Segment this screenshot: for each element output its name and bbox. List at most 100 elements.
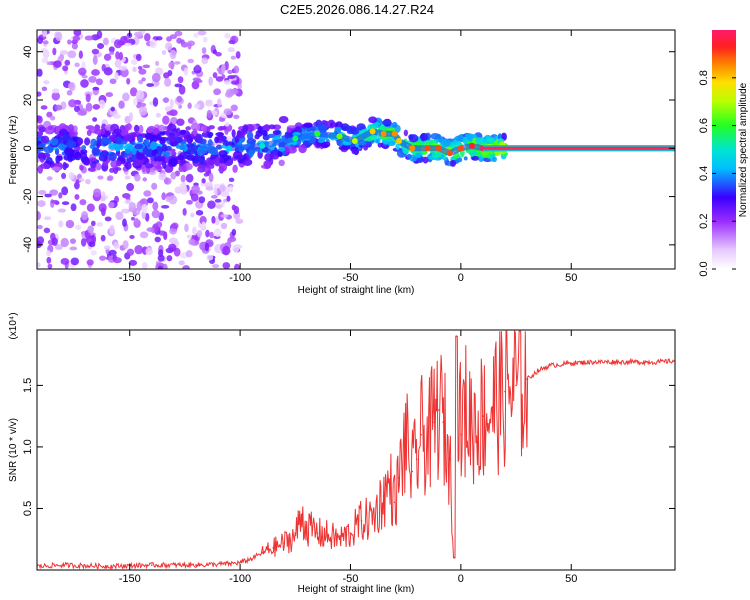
spectrogram-cell [95,78,103,86]
spectrogram-cell [201,47,207,54]
spectrogram-cell [168,195,178,205]
spectrogram-cell [92,117,98,122]
snr-point [537,369,539,372]
spectrogram-cell [138,79,144,85]
spectrogram-cell [65,219,75,229]
spectrogram-cell [205,186,214,191]
spectrogram-cell [179,182,187,191]
spectrogram-cell [208,172,214,183]
snr-ytick-label: 1.5 [22,378,34,393]
spectrogram-cell [141,77,146,82]
spectrogram-cell [227,237,233,244]
ridge-point [396,138,403,145]
spectrogram-cell [420,133,426,142]
spectrogram-cell [153,155,158,162]
spectrogram-cell [129,234,135,239]
spectrogram-cell [264,153,273,162]
spectrogram-cell [161,192,166,201]
ridge-point [409,145,416,152]
spectrogram-cell [284,131,290,139]
spectrogram-cell [156,133,161,141]
spectrogram-cell [263,124,271,131]
spectrogram-cell [272,130,281,135]
spectrogram-cell [151,72,161,83]
spectrogram-cell [356,123,366,131]
snr-point [526,378,528,381]
spectrogram-cell [185,199,193,205]
spectrogram-cell [236,130,242,139]
spectrogram-cell [387,140,396,147]
ridge-point [369,128,376,135]
spectrogram-cell [201,178,206,184]
spectrogram-cell [142,147,149,155]
spectrogram-cell [134,173,141,182]
snr-point [570,362,573,365]
spectrogram-cell [430,132,440,140]
spectrogram-cell [208,76,214,86]
spectrogram-cell [100,196,106,202]
spectrogram-cell [422,156,429,164]
spectrogram-cell [74,181,80,190]
snr-point [294,534,297,537]
spectrogram-cell [159,137,166,145]
spectrogram-cell [113,114,121,119]
spectrogram-cell [162,115,170,125]
spectrogram-cell [97,175,104,180]
spectrogram-cell [55,31,63,42]
spectrogram-cell [130,216,135,221]
spectrogram-cell [192,226,197,236]
spectrogram-cell [157,254,165,262]
spectrogram-cell [215,51,222,57]
spectrogram-cell [88,157,97,162]
spectrogram-cell [246,131,254,140]
spectrogram-cell [58,220,64,228]
spectrogram-cell [47,125,54,131]
spectrogram-cell [59,50,69,55]
snr-point [261,551,263,554]
spectrogram-cell [338,139,343,147]
spectrogram-cell [113,39,123,49]
snr-point [636,361,639,363]
spectrogram-cell [235,218,244,224]
spectrogram-cell [47,263,53,269]
spectrogram-cell [173,247,181,257]
spectrogram-cell [442,156,449,161]
spectrogram-cell [109,224,115,235]
spectrogram-cell [124,134,133,142]
spectrogram-cell [232,164,238,173]
spectrogram-cell [37,262,41,268]
spectrogram-cell [58,192,63,199]
spectrogram-cell [131,148,137,156]
spectrogram-cell [207,139,213,147]
spectrogram-cell [351,149,360,155]
snr-point [250,558,252,560]
ridge-point [380,130,387,137]
spectrogram-cell [214,198,222,203]
spectrogram-cell [212,49,217,55]
spectrogram-cell [113,241,120,249]
spectrogram-cell [40,152,51,158]
spectrogram-xtick-label: -50 [343,272,359,284]
spectrogram-cell [67,39,72,45]
colorbar-tick-label: 0.6 [698,118,710,133]
snr-xtick-label: 50 [565,573,577,585]
spectrogram-cell [213,187,218,197]
spectrogram-cell [224,121,230,127]
spectrogram-cell [144,138,150,147]
spectrogram-cell [101,191,106,199]
spectrogram-cell [128,201,137,212]
snr-point [453,556,456,559]
spectrogram-cell [152,201,159,211]
spectrogram-cell [391,121,398,128]
spectrogram-cell [49,138,59,146]
spectrogram-cell [103,53,112,61]
spectrogram-cell [214,136,220,144]
spectrogram-cell [84,137,91,146]
spectrogram-cell [163,72,170,79]
spectrogram-cell [222,141,230,146]
spectrogram-cell [85,179,91,185]
spectrogram-cell [144,212,150,222]
spectrogram-cell [91,48,100,55]
spectrogram-cell [286,127,292,133]
